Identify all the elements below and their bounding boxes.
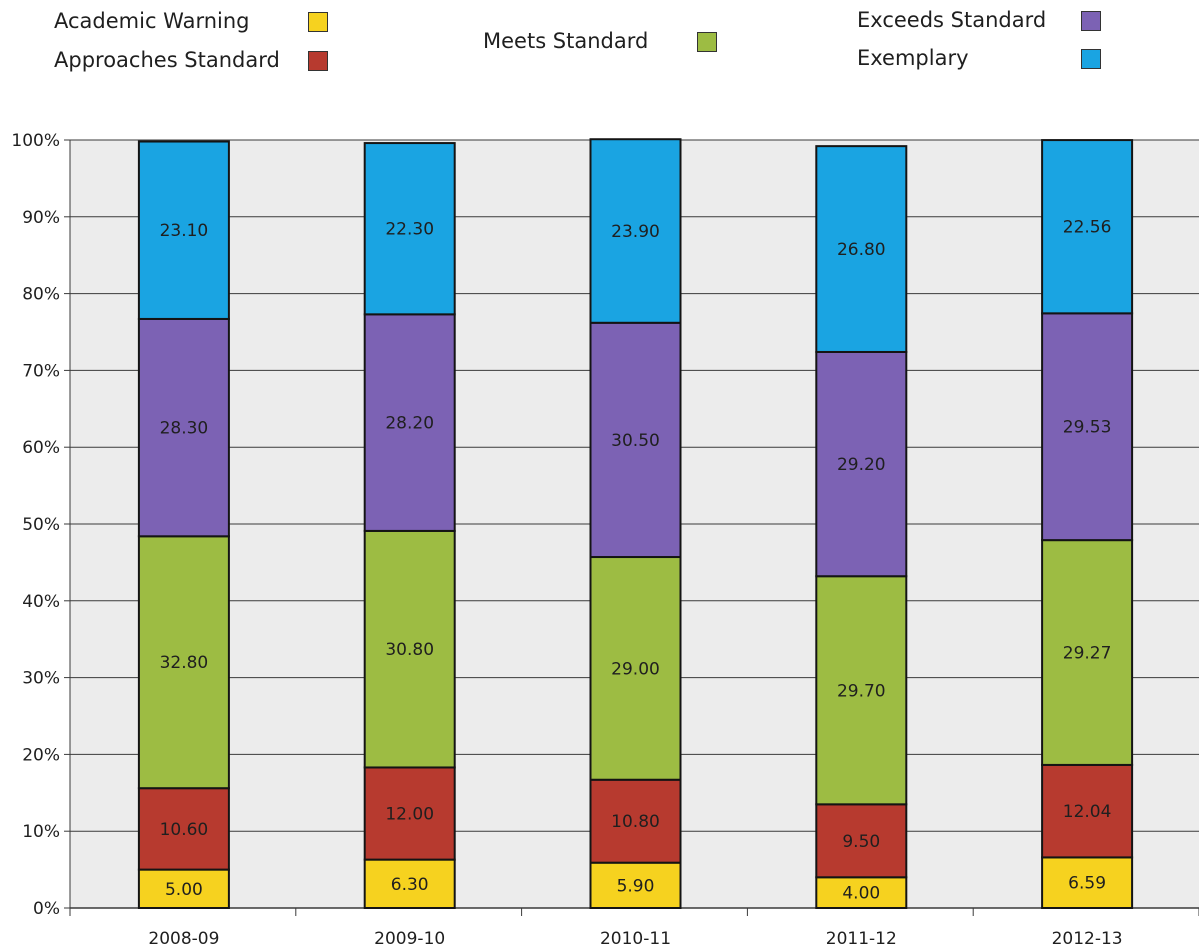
data-label: 6.30 <box>391 875 429 895</box>
y-tick-label: 0% <box>33 899 60 919</box>
bar-segment <box>815 145 908 353</box>
legend-swatch-exemplary <box>1081 49 1101 69</box>
bar-segment <box>589 861 682 909</box>
data-label: 29.53 <box>1063 418 1112 438</box>
data-label: 10.60 <box>160 820 209 840</box>
legend-swatch-approaches-standard <box>308 51 328 71</box>
data-label: 22.30 <box>385 220 434 240</box>
legend-label-meets-standard: Meets Standard <box>483 29 649 53</box>
data-label: 29.27 <box>1063 644 1112 664</box>
data-label: 6.59 <box>1068 874 1106 894</box>
bar-segment <box>137 140 230 320</box>
x-tick-label: 2008-09 <box>148 929 219 949</box>
bar-segment <box>137 317 230 538</box>
data-label: 5.00 <box>165 880 203 900</box>
y-tick-label: 100% <box>11 131 60 151</box>
bar-segment <box>815 575 908 806</box>
data-label: 29.00 <box>611 659 660 679</box>
data-label: 29.70 <box>837 681 886 701</box>
y-tick-label: 70% <box>22 361 60 381</box>
x-tick-label: 2009-10 <box>374 929 445 949</box>
y-tick-label: 60% <box>22 438 60 458</box>
y-tick-label: 50% <box>22 515 60 535</box>
bar-segment <box>815 803 908 879</box>
chart-legend: Academic Warning Approaches Standard Mee… <box>0 0 1199 90</box>
y-tick-label: 40% <box>22 592 60 612</box>
data-label: 32.80 <box>160 653 209 673</box>
legend-swatch-meets-standard <box>697 32 717 52</box>
bar-segment <box>137 868 230 909</box>
legend-item-approaches-standard: Approaches Standard <box>54 45 334 75</box>
data-label: 28.30 <box>160 419 209 439</box>
legend-label-academic-warning: Academic Warning <box>54 9 250 33</box>
legend-item-exemplary: Exemplary <box>857 43 1107 73</box>
legend-swatch-academic-warning <box>308 12 328 32</box>
data-label: 9.50 <box>842 832 880 852</box>
bar-segment <box>363 142 456 316</box>
x-tick-label: 2011-12 <box>826 929 897 949</box>
y-tick-label: 90% <box>22 208 60 228</box>
x-tick-label: 2010-11 <box>600 929 671 949</box>
data-label: 28.20 <box>385 414 434 434</box>
bar-segment <box>815 876 908 910</box>
bar-segment <box>363 529 456 769</box>
bar-segment <box>589 556 682 781</box>
legend-item-exceeds-standard: Exceeds Standard <box>857 5 1107 35</box>
bar-segment <box>589 138 682 324</box>
legend-label-exceeds-standard: Exceeds Standard <box>857 8 1047 32</box>
y-tick-label: 20% <box>22 745 60 765</box>
y-tick-label: 80% <box>22 285 60 305</box>
data-label: 23.10 <box>160 221 209 241</box>
data-label: 10.80 <box>611 812 660 832</box>
y-tick-label: 30% <box>22 669 60 689</box>
legend-label-exemplary: Exemplary <box>857 46 969 70</box>
data-label: 12.04 <box>1063 802 1112 822</box>
data-label: 12.00 <box>385 805 434 825</box>
bar-segment <box>1041 312 1134 542</box>
bar-segment <box>1041 539 1134 766</box>
data-label: 4.00 <box>842 884 880 904</box>
y-tick-label: 10% <box>22 822 60 842</box>
bar-segment <box>1041 763 1134 859</box>
data-label: 26.80 <box>837 240 886 260</box>
bar-segment <box>1041 139 1134 315</box>
data-label: 30.80 <box>385 640 434 660</box>
data-label: 5.90 <box>617 876 655 896</box>
data-label: 23.90 <box>611 222 660 242</box>
legend-label-approaches-standard: Approaches Standard <box>54 48 280 72</box>
data-label: 29.20 <box>837 455 886 475</box>
bar-segment <box>589 321 682 559</box>
bar-segment <box>815 350 908 578</box>
legend-swatch-exceeds-standard <box>1081 11 1101 31</box>
legend-item-meets-standard: Meets Standard <box>483 26 723 56</box>
data-label: 22.56 <box>1063 218 1112 238</box>
x-tick-label: 2012-13 <box>1052 929 1123 949</box>
data-label: 30.50 <box>611 431 660 451</box>
legend-item-academic-warning: Academic Warning <box>54 6 334 36</box>
